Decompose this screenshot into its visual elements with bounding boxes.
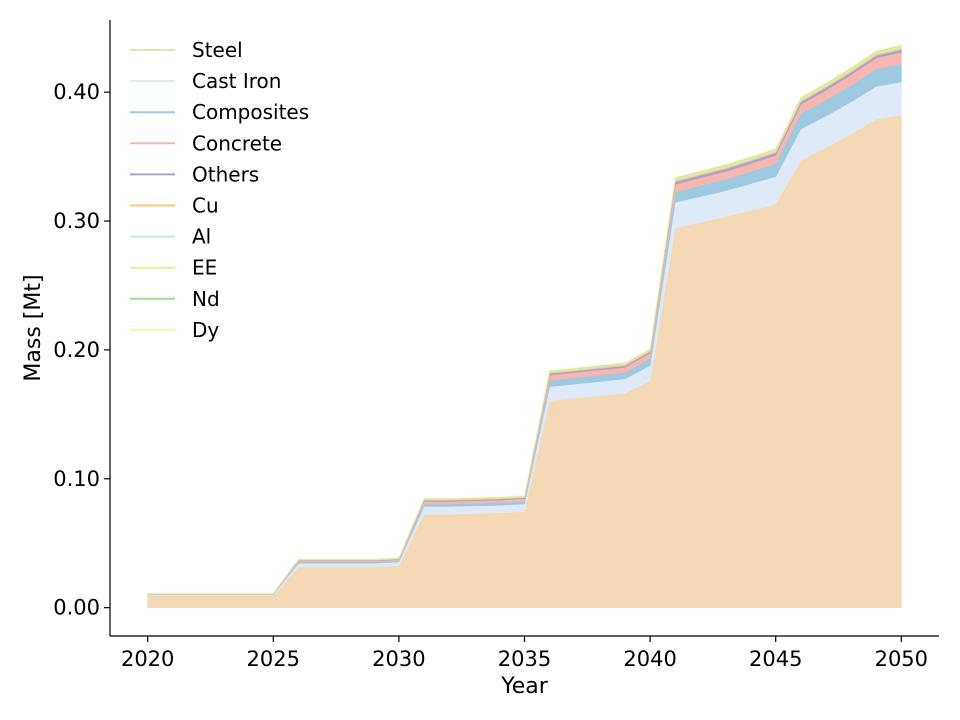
y-axis-title: Mass [Mt]	[21, 274, 46, 381]
x-tick-label: 2035	[498, 647, 551, 671]
legend-label: Steel	[192, 38, 243, 62]
legend-item-nd: Nd	[130, 287, 220, 311]
x-tick-label: 2045	[749, 647, 802, 671]
legend-item-ee: EE	[130, 256, 217, 280]
x-tick-label: 2020	[121, 647, 174, 671]
legend: Steel Cast Iron Composites Concrete Others Cu…	[130, 38, 309, 342]
legend-item-cu: Cu	[130, 194, 219, 218]
legend-label: Concrete	[192, 131, 282, 155]
legend-item-al: Al	[130, 225, 211, 249]
legend-item-composites: Composites	[130, 100, 309, 124]
legend-item-others: Others	[130, 162, 259, 186]
x-tick-label: 2025	[247, 647, 300, 671]
y-ticks: 0.00 0.10 0.20 0.30 0.40	[53, 80, 110, 620]
legend-label: Dy	[192, 318, 219, 342]
area-dy	[147, 44, 902, 594]
legend-item-concrete: Concrete	[130, 131, 282, 155]
legend-label: EE	[192, 256, 217, 280]
legend-item-cast-iron: Cast Iron	[130, 69, 281, 93]
legend-item-dy: Dy	[130, 318, 219, 342]
y-tick-label: 0.10	[53, 467, 100, 491]
y-tick-label: 0.20	[53, 338, 100, 362]
legend-label: Cast Iron	[192, 69, 281, 93]
legend-label: Nd	[192, 287, 220, 311]
x-ticks: 2020 2025 2030 2035 2040 2045 2050	[121, 636, 928, 671]
axes: 2020 2025 2030 2035 2040 2045 2050 0.00 0.10 0.2…	[21, 20, 939, 699]
area-steel	[147, 115, 902, 608]
legend-label: Composites	[192, 100, 309, 124]
y-tick-label: 0.30	[53, 209, 100, 233]
y-tick-label: 0.00	[53, 596, 100, 620]
legend-label: Cu	[192, 194, 219, 218]
y-tick-label: 0.40	[53, 80, 100, 104]
legend-item-steel: Steel	[130, 38, 243, 62]
x-tick-label: 2050	[875, 647, 928, 671]
x-tick-label: 2030	[372, 647, 425, 671]
legend-label: Others	[192, 162, 259, 186]
x-axis-title: Year	[500, 674, 549, 699]
legend-label: Al	[192, 225, 211, 249]
x-tick-label: 2040	[623, 647, 676, 671]
area-layer	[147, 44, 902, 608]
